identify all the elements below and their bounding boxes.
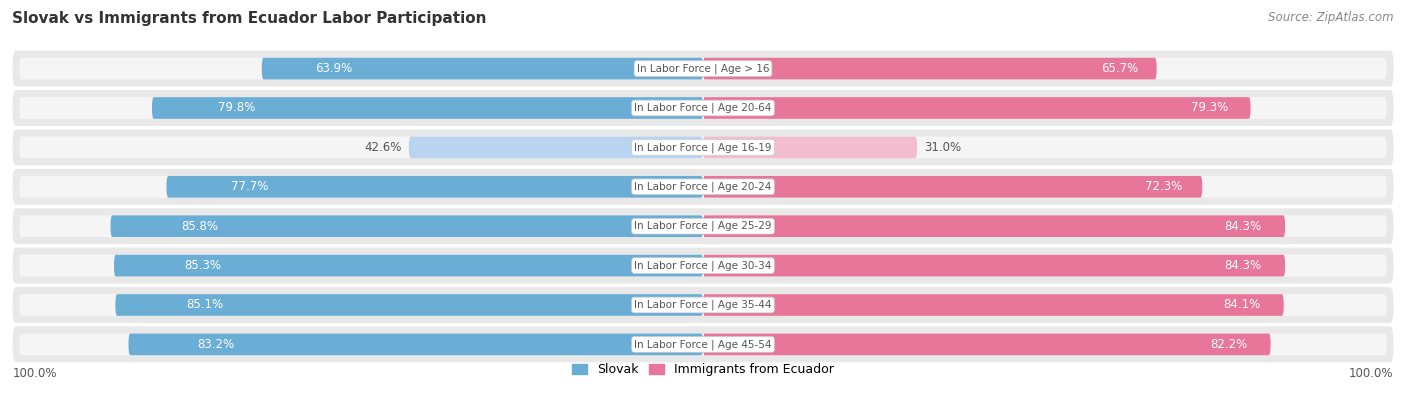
FancyBboxPatch shape [20, 255, 1386, 276]
Text: 84.3%: 84.3% [1225, 220, 1261, 233]
Text: 79.8%: 79.8% [218, 102, 256, 115]
FancyBboxPatch shape [703, 215, 1285, 237]
FancyBboxPatch shape [703, 333, 1271, 355]
FancyBboxPatch shape [13, 90, 1393, 126]
FancyBboxPatch shape [128, 333, 703, 355]
Text: 77.7%: 77.7% [231, 180, 269, 193]
FancyBboxPatch shape [20, 58, 1386, 79]
FancyBboxPatch shape [703, 58, 1157, 79]
Text: 83.2%: 83.2% [197, 338, 235, 351]
FancyBboxPatch shape [166, 176, 703, 198]
FancyBboxPatch shape [262, 58, 703, 79]
Text: 85.1%: 85.1% [186, 299, 224, 312]
Text: 82.2%: 82.2% [1211, 338, 1249, 351]
FancyBboxPatch shape [13, 287, 1393, 323]
Text: 63.9%: 63.9% [315, 62, 352, 75]
Text: In Labor Force | Age 30-34: In Labor Force | Age 30-34 [634, 260, 772, 271]
Text: 65.7%: 65.7% [1101, 62, 1139, 75]
FancyBboxPatch shape [13, 326, 1393, 362]
Text: 100.0%: 100.0% [13, 367, 58, 380]
Text: Slovak vs Immigrants from Ecuador Labor Participation: Slovak vs Immigrants from Ecuador Labor … [13, 11, 486, 26]
Text: Source: ZipAtlas.com: Source: ZipAtlas.com [1268, 11, 1393, 24]
Text: 84.3%: 84.3% [1225, 259, 1261, 272]
FancyBboxPatch shape [703, 137, 917, 158]
FancyBboxPatch shape [703, 97, 1250, 119]
FancyBboxPatch shape [114, 255, 703, 276]
Text: 85.8%: 85.8% [181, 220, 218, 233]
Text: In Labor Force | Age 20-24: In Labor Force | Age 20-24 [634, 182, 772, 192]
Text: In Labor Force | Age 20-64: In Labor Force | Age 20-64 [634, 103, 772, 113]
Text: 42.6%: 42.6% [364, 141, 402, 154]
FancyBboxPatch shape [703, 176, 1202, 198]
FancyBboxPatch shape [20, 176, 1386, 198]
Text: 85.3%: 85.3% [184, 259, 222, 272]
Text: 100.0%: 100.0% [1348, 367, 1393, 380]
FancyBboxPatch shape [409, 137, 703, 158]
FancyBboxPatch shape [20, 294, 1386, 316]
FancyBboxPatch shape [13, 130, 1393, 166]
Text: 84.1%: 84.1% [1223, 299, 1261, 312]
FancyBboxPatch shape [13, 248, 1393, 284]
Text: 31.0%: 31.0% [924, 141, 962, 154]
FancyBboxPatch shape [20, 333, 1386, 355]
FancyBboxPatch shape [13, 169, 1393, 205]
FancyBboxPatch shape [20, 215, 1386, 237]
Text: In Labor Force | Age 16-19: In Labor Force | Age 16-19 [634, 142, 772, 152]
Legend: Slovak, Immigrants from Ecuador: Slovak, Immigrants from Ecuador [567, 358, 839, 381]
FancyBboxPatch shape [703, 255, 1285, 276]
FancyBboxPatch shape [20, 137, 1386, 158]
Text: In Labor Force | Age 25-29: In Labor Force | Age 25-29 [634, 221, 772, 231]
FancyBboxPatch shape [111, 215, 703, 237]
FancyBboxPatch shape [20, 97, 1386, 119]
FancyBboxPatch shape [13, 208, 1393, 244]
Text: In Labor Force | Age > 16: In Labor Force | Age > 16 [637, 63, 769, 74]
Text: 79.3%: 79.3% [1191, 102, 1229, 115]
FancyBboxPatch shape [703, 294, 1284, 316]
FancyBboxPatch shape [115, 294, 703, 316]
Text: In Labor Force | Age 45-54: In Labor Force | Age 45-54 [634, 339, 772, 350]
FancyBboxPatch shape [152, 97, 703, 119]
Text: 72.3%: 72.3% [1144, 180, 1182, 193]
Text: In Labor Force | Age 35-44: In Labor Force | Age 35-44 [634, 300, 772, 310]
FancyBboxPatch shape [13, 51, 1393, 87]
